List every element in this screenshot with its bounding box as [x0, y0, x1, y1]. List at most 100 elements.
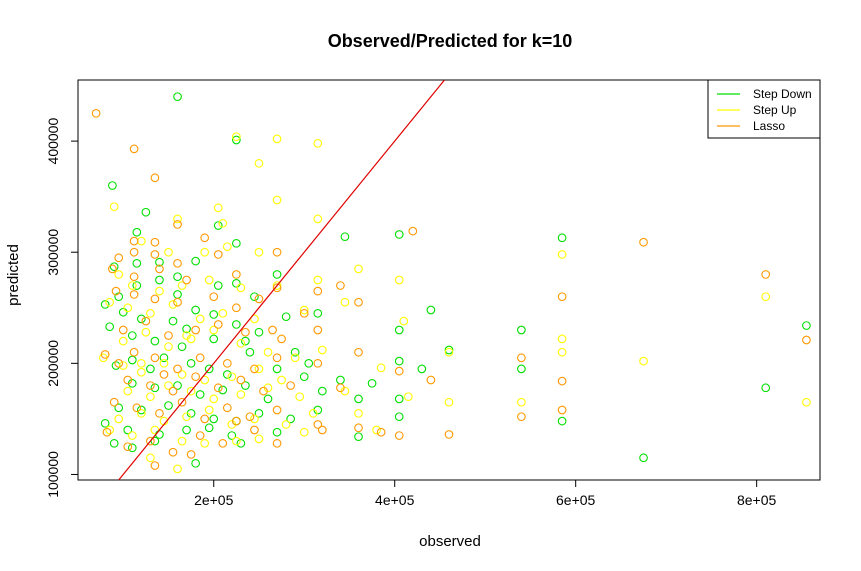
point-lasso: [213, 383, 223, 393]
point-lasso: [102, 427, 112, 437]
point-step-up: [232, 132, 241, 142]
point-lasso: [129, 347, 139, 357]
point-lasso: [639, 237, 648, 247]
point-step-down: [155, 275, 164, 285]
point-step-up: [222, 242, 232, 252]
point-lasso: [164, 331, 173, 340]
point-step-down: [272, 270, 282, 279]
point-step-up: [127, 281, 137, 290]
point-step-down: [232, 238, 241, 248]
point-step-up: [236, 390, 246, 399]
point-lasso: [155, 408, 164, 418]
point-step-down: [417, 364, 427, 374]
point-step-down: [105, 322, 115, 332]
point-step-down: [191, 305, 200, 315]
point-step-up: [557, 334, 567, 344]
point-step-up: [182, 331, 191, 340]
point-step-up: [444, 397, 454, 407]
point-step-down: [108, 181, 117, 190]
point-step-up: [136, 408, 146, 418]
point-step-up: [204, 275, 214, 285]
point-step-up: [204, 405, 214, 415]
point-lasso: [209, 292, 219, 302]
point-lasso: [557, 292, 567, 302]
point-step-up: [272, 281, 282, 290]
x-tick-label: 2e+05: [194, 492, 234, 508]
point-lasso: [146, 436, 155, 446]
point-step-up: [136, 358, 146, 368]
point-step-down: [232, 135, 241, 145]
point-lasso: [177, 397, 187, 407]
point-step-up: [444, 347, 454, 357]
point-lasso: [114, 358, 124, 368]
point-step-up: [114, 414, 124, 424]
point-step-up: [299, 305, 309, 315]
x-axis-label: observed: [419, 533, 481, 550]
point-step-down: [394, 412, 404, 422]
point-step-down: [263, 394, 273, 404]
point-step-down: [517, 364, 526, 374]
point-step-down: [191, 256, 200, 266]
point-step-down: [118, 307, 128, 317]
point-lasso: [313, 286, 323, 296]
point-step-down: [164, 401, 173, 410]
point-step-down: [232, 278, 241, 288]
point-step-up: [313, 214, 323, 224]
point-lasso: [114, 253, 124, 263]
point-step-up: [118, 336, 128, 346]
point-step-up: [136, 367, 146, 377]
point-step-up: [173, 214, 182, 224]
point-lasso: [259, 386, 268, 396]
series-step-down: [100, 92, 811, 468]
point-step-up: [177, 370, 187, 379]
point-step-up: [105, 425, 115, 435]
point-lasso: [218, 438, 228, 448]
point-step-up: [141, 327, 151, 337]
point-step-up: [281, 420, 291, 429]
point-step-up: [146, 308, 155, 318]
point-step-up: [272, 134, 282, 144]
point-step-down: [150, 383, 160, 393]
point-step-down: [254, 408, 264, 418]
point-lasso: [408, 226, 418, 236]
point-lasso: [272, 438, 282, 448]
point-step-down: [141, 207, 151, 217]
x-axis: 2e+05 4e+05 6e+05 8e+05: [194, 479, 777, 508]
point-lasso: [129, 236, 139, 246]
point-lasso: [195, 431, 205, 440]
point-lasso: [394, 431, 404, 440]
point-step-up: [136, 236, 146, 246]
point-step-up: [118, 361, 128, 370]
point-step-down: [114, 292, 124, 302]
point-lasso: [150, 237, 160, 247]
x-tick-label: 4e+05: [375, 492, 415, 508]
point-lasso: [150, 461, 160, 470]
point-step-down: [394, 325, 404, 335]
point-step-up: [340, 297, 350, 307]
point-lasso: [200, 233, 210, 243]
point-lasso: [91, 108, 101, 118]
legend-label-step-up: Step Up: [753, 103, 797, 117]
point-step-up: [372, 425, 381, 435]
y-axis-label: predicted: [5, 244, 22, 306]
point-step-down: [100, 418, 110, 428]
point-step-down: [227, 431, 237, 440]
point-step-up: [164, 342, 173, 352]
point-step-down: [127, 443, 137, 453]
point-step-up: [232, 436, 241, 446]
point-step-up: [263, 347, 273, 357]
point-lasso: [313, 325, 323, 335]
point-lasso: [272, 283, 282, 293]
point-step-up: [250, 414, 259, 424]
point-step-up: [109, 202, 119, 212]
point-step-down: [232, 320, 241, 329]
point-step-down: [272, 364, 282, 374]
point-step-down: [173, 290, 182, 299]
reference-line: [118, 79, 445, 481]
point-lasso: [354, 423, 363, 433]
point-step-down: [123, 425, 133, 435]
point-step-up: [186, 386, 196, 396]
point-lasso: [173, 364, 182, 374]
point-lasso: [236, 375, 246, 385]
point-step-down: [245, 347, 255, 357]
